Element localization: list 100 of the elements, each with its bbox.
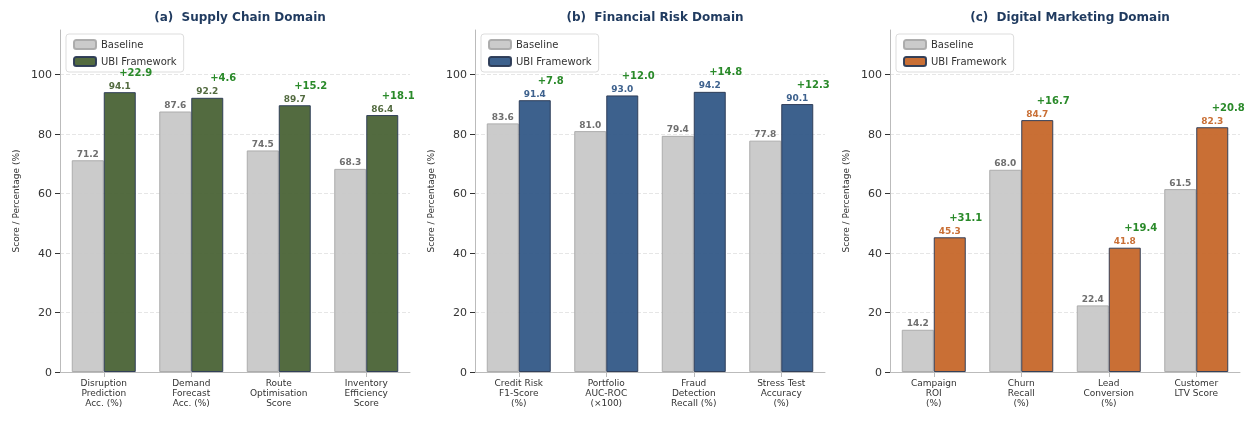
- x-tick-label: Customer LTV Score: [1174, 378, 1219, 398]
- data-label: 87.6: [164, 99, 187, 110]
- x-tick-label: Route Optimisation Score: [249, 378, 308, 408]
- data-label: 74.5: [251, 138, 274, 149]
- data-label: 68.0: [994, 158, 1017, 169]
- y-tick-label: 40: [868, 246, 882, 260]
- annotation: +16.7: [1036, 94, 1070, 106]
- y-tick-label: 20: [453, 306, 467, 320]
- data-label: 68.3: [339, 157, 362, 168]
- data-label: 61.5: [1169, 177, 1192, 188]
- chart-title: (c) Digital Marketing Domain: [970, 10, 1170, 24]
- annotation: +7.8: [537, 74, 564, 86]
- data-label: 81.0: [579, 119, 602, 130]
- y-tick-label: 0: [460, 365, 467, 379]
- bar: [246, 150, 279, 372]
- bar: [1076, 305, 1109, 372]
- bar: [574, 131, 607, 372]
- bar: [1164, 189, 1197, 372]
- y-axis-title: Score / Percentage (%): [10, 149, 21, 253]
- bar: [661, 135, 694, 372]
- bar: [933, 237, 966, 372]
- bar: [1196, 127, 1229, 372]
- y-tick-label: 40: [38, 246, 52, 260]
- y-tick-label: 60: [453, 187, 467, 201]
- data-label: 22.4: [1081, 293, 1104, 304]
- data-label: 92.2: [196, 86, 219, 97]
- bar: [278, 105, 311, 372]
- bar: [606, 95, 639, 372]
- x-tick-label: Inventory Efficiency Score: [344, 378, 389, 408]
- y-tick-label: 100: [31, 68, 52, 82]
- bar: [1021, 120, 1054, 372]
- bar: [159, 111, 192, 372]
- y-axis-title: Score / Percentage (%): [425, 149, 436, 253]
- y-tick-label: 20: [38, 306, 52, 320]
- x-tick-label: Portfolio AUC-ROC (×100): [585, 378, 628, 408]
- data-label: 94.2: [698, 80, 721, 91]
- data-label: 45.3: [938, 225, 961, 236]
- bar: [334, 168, 367, 372]
- x-tick-label: Demand Forecast Acc. (%): [172, 378, 211, 408]
- annotation: +12.3: [796, 78, 830, 90]
- data-label: 79.4: [666, 124, 689, 135]
- data-label: 94.1: [108, 80, 131, 91]
- bar: [749, 140, 782, 372]
- x-tick-label: Stress Test Accuracy (%): [757, 378, 806, 408]
- data-label: 91.4: [523, 88, 546, 99]
- data-label: 86.4: [371, 103, 394, 114]
- x-tick-label: Fraud Detection Recall (%): [671, 378, 717, 408]
- x-tick-label: Disruption Prediction Acc. (%): [80, 378, 127, 408]
- bar: [693, 91, 726, 372]
- chart-title: (a) Supply Chain Domain: [154, 10, 326, 24]
- bar: [71, 160, 104, 372]
- y-tick-label: 0: [875, 365, 882, 379]
- data-label: 83.6: [491, 111, 514, 122]
- data-label: 84.7: [1026, 108, 1049, 119]
- y-tick-label: 100: [861, 68, 882, 82]
- y-tick-label: 100: [446, 68, 467, 82]
- y-tick-label: 0: [45, 365, 52, 379]
- y-tick-label: 60: [868, 187, 882, 201]
- legend-label: UBI Framework: [101, 56, 177, 67]
- data-label: 90.1: [786, 92, 809, 103]
- data-label: 82.3: [1201, 115, 1224, 126]
- legend-label: Baseline: [931, 39, 974, 50]
- data-label: 14.2: [906, 318, 929, 329]
- x-tick-label: Campaign ROI (%): [910, 378, 957, 408]
- bar: [518, 100, 551, 372]
- annotation: +12.0: [621, 69, 655, 81]
- bar: [191, 97, 224, 372]
- y-tick-label: 80: [453, 127, 467, 141]
- bar: [486, 123, 519, 372]
- bar: [366, 115, 399, 372]
- bar: [103, 92, 136, 372]
- x-tick-label: Churn Recall (%): [1007, 378, 1035, 408]
- annotation: +15.2: [294, 79, 328, 91]
- data-label: 77.8: [754, 129, 777, 140]
- annotation: +19.4: [1124, 222, 1158, 234]
- y-tick-label: 80: [868, 127, 882, 141]
- legend-label: UBI Framework: [931, 56, 1007, 67]
- annotation: +22.9: [119, 66, 153, 78]
- legend-label: UBI Framework: [516, 56, 592, 67]
- bar: [901, 329, 934, 372]
- chart-title: (b) Financial Risk Domain: [566, 10, 744, 24]
- data-label: 93.0: [611, 83, 634, 94]
- data-label: 41.8: [1113, 236, 1136, 247]
- data-label: 89.7: [283, 93, 306, 104]
- legend-label: Baseline: [101, 39, 144, 50]
- x-tick-label: Credit Risk F1-Score (%): [494, 378, 544, 408]
- data-label: 71.2: [76, 148, 99, 159]
- bar: [781, 104, 814, 372]
- annotation: +4.6: [210, 72, 237, 84]
- x-tick-label: Lead Conversion (%): [1083, 378, 1134, 408]
- annotation: +18.1: [381, 89, 415, 101]
- bar: [989, 169, 1022, 372]
- annotation: +14.8: [709, 66, 743, 78]
- y-tick-label: 40: [453, 246, 467, 260]
- y-tick-label: 60: [38, 187, 52, 201]
- annotation: +31.1: [949, 211, 983, 223]
- y-axis-title: Score / Percentage (%): [840, 149, 851, 253]
- legend-label: Baseline: [516, 39, 559, 50]
- annotation: +20.8: [1211, 101, 1245, 113]
- y-tick-label: 20: [868, 306, 882, 320]
